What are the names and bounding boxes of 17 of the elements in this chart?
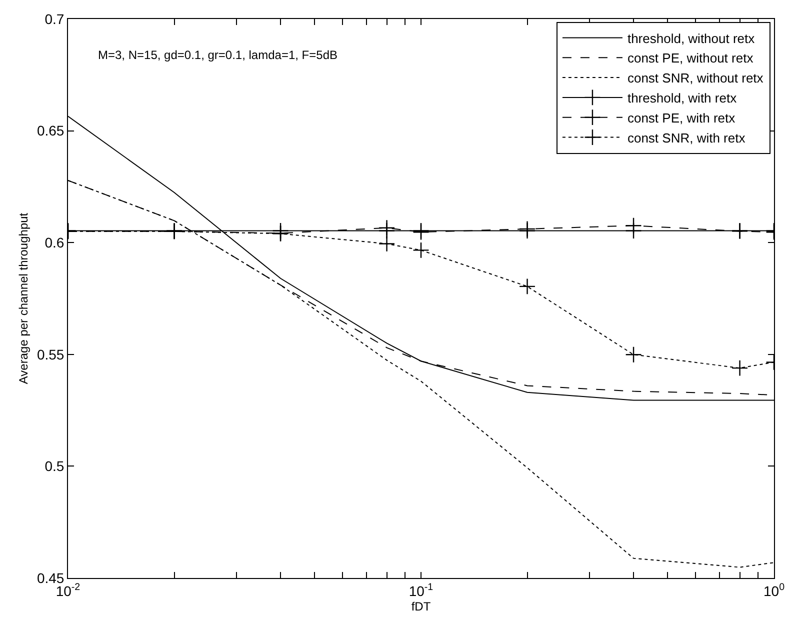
x-tick-label: 10$^{0}$ [763, 582, 786, 599]
legend-label: threshold, with retx [627, 90, 738, 106]
legend-label: const PE, without retx [627, 50, 754, 66]
y-tick-label: 0.5 [44, 458, 64, 474]
y-tick-label: 0.55 [36, 346, 64, 362]
x-axis-title: fDT [411, 600, 432, 614]
legend-label: const SNR, with retx [627, 130, 746, 146]
y-axis-title: Average per channel throughput [16, 212, 30, 384]
legend-label: threshold, without retx [627, 30, 756, 46]
legend-label: const PE, with retx [627, 110, 736, 126]
y-tick-label: 0.45 [36, 570, 64, 586]
y-tick-label: 0.65 [36, 122, 64, 139]
y-tick-label: 0.7 [44, 10, 64, 27]
x-tick-label: 10$^{-1}$ [408, 582, 434, 599]
legend-label: const SNR, without retx [627, 70, 764, 86]
annotation: M=3, N=15, gd=0.1, gr=0.1, lamda=1, F=5dB [98, 48, 338, 62]
y-tick-label: 0.6 [44, 234, 64, 250]
